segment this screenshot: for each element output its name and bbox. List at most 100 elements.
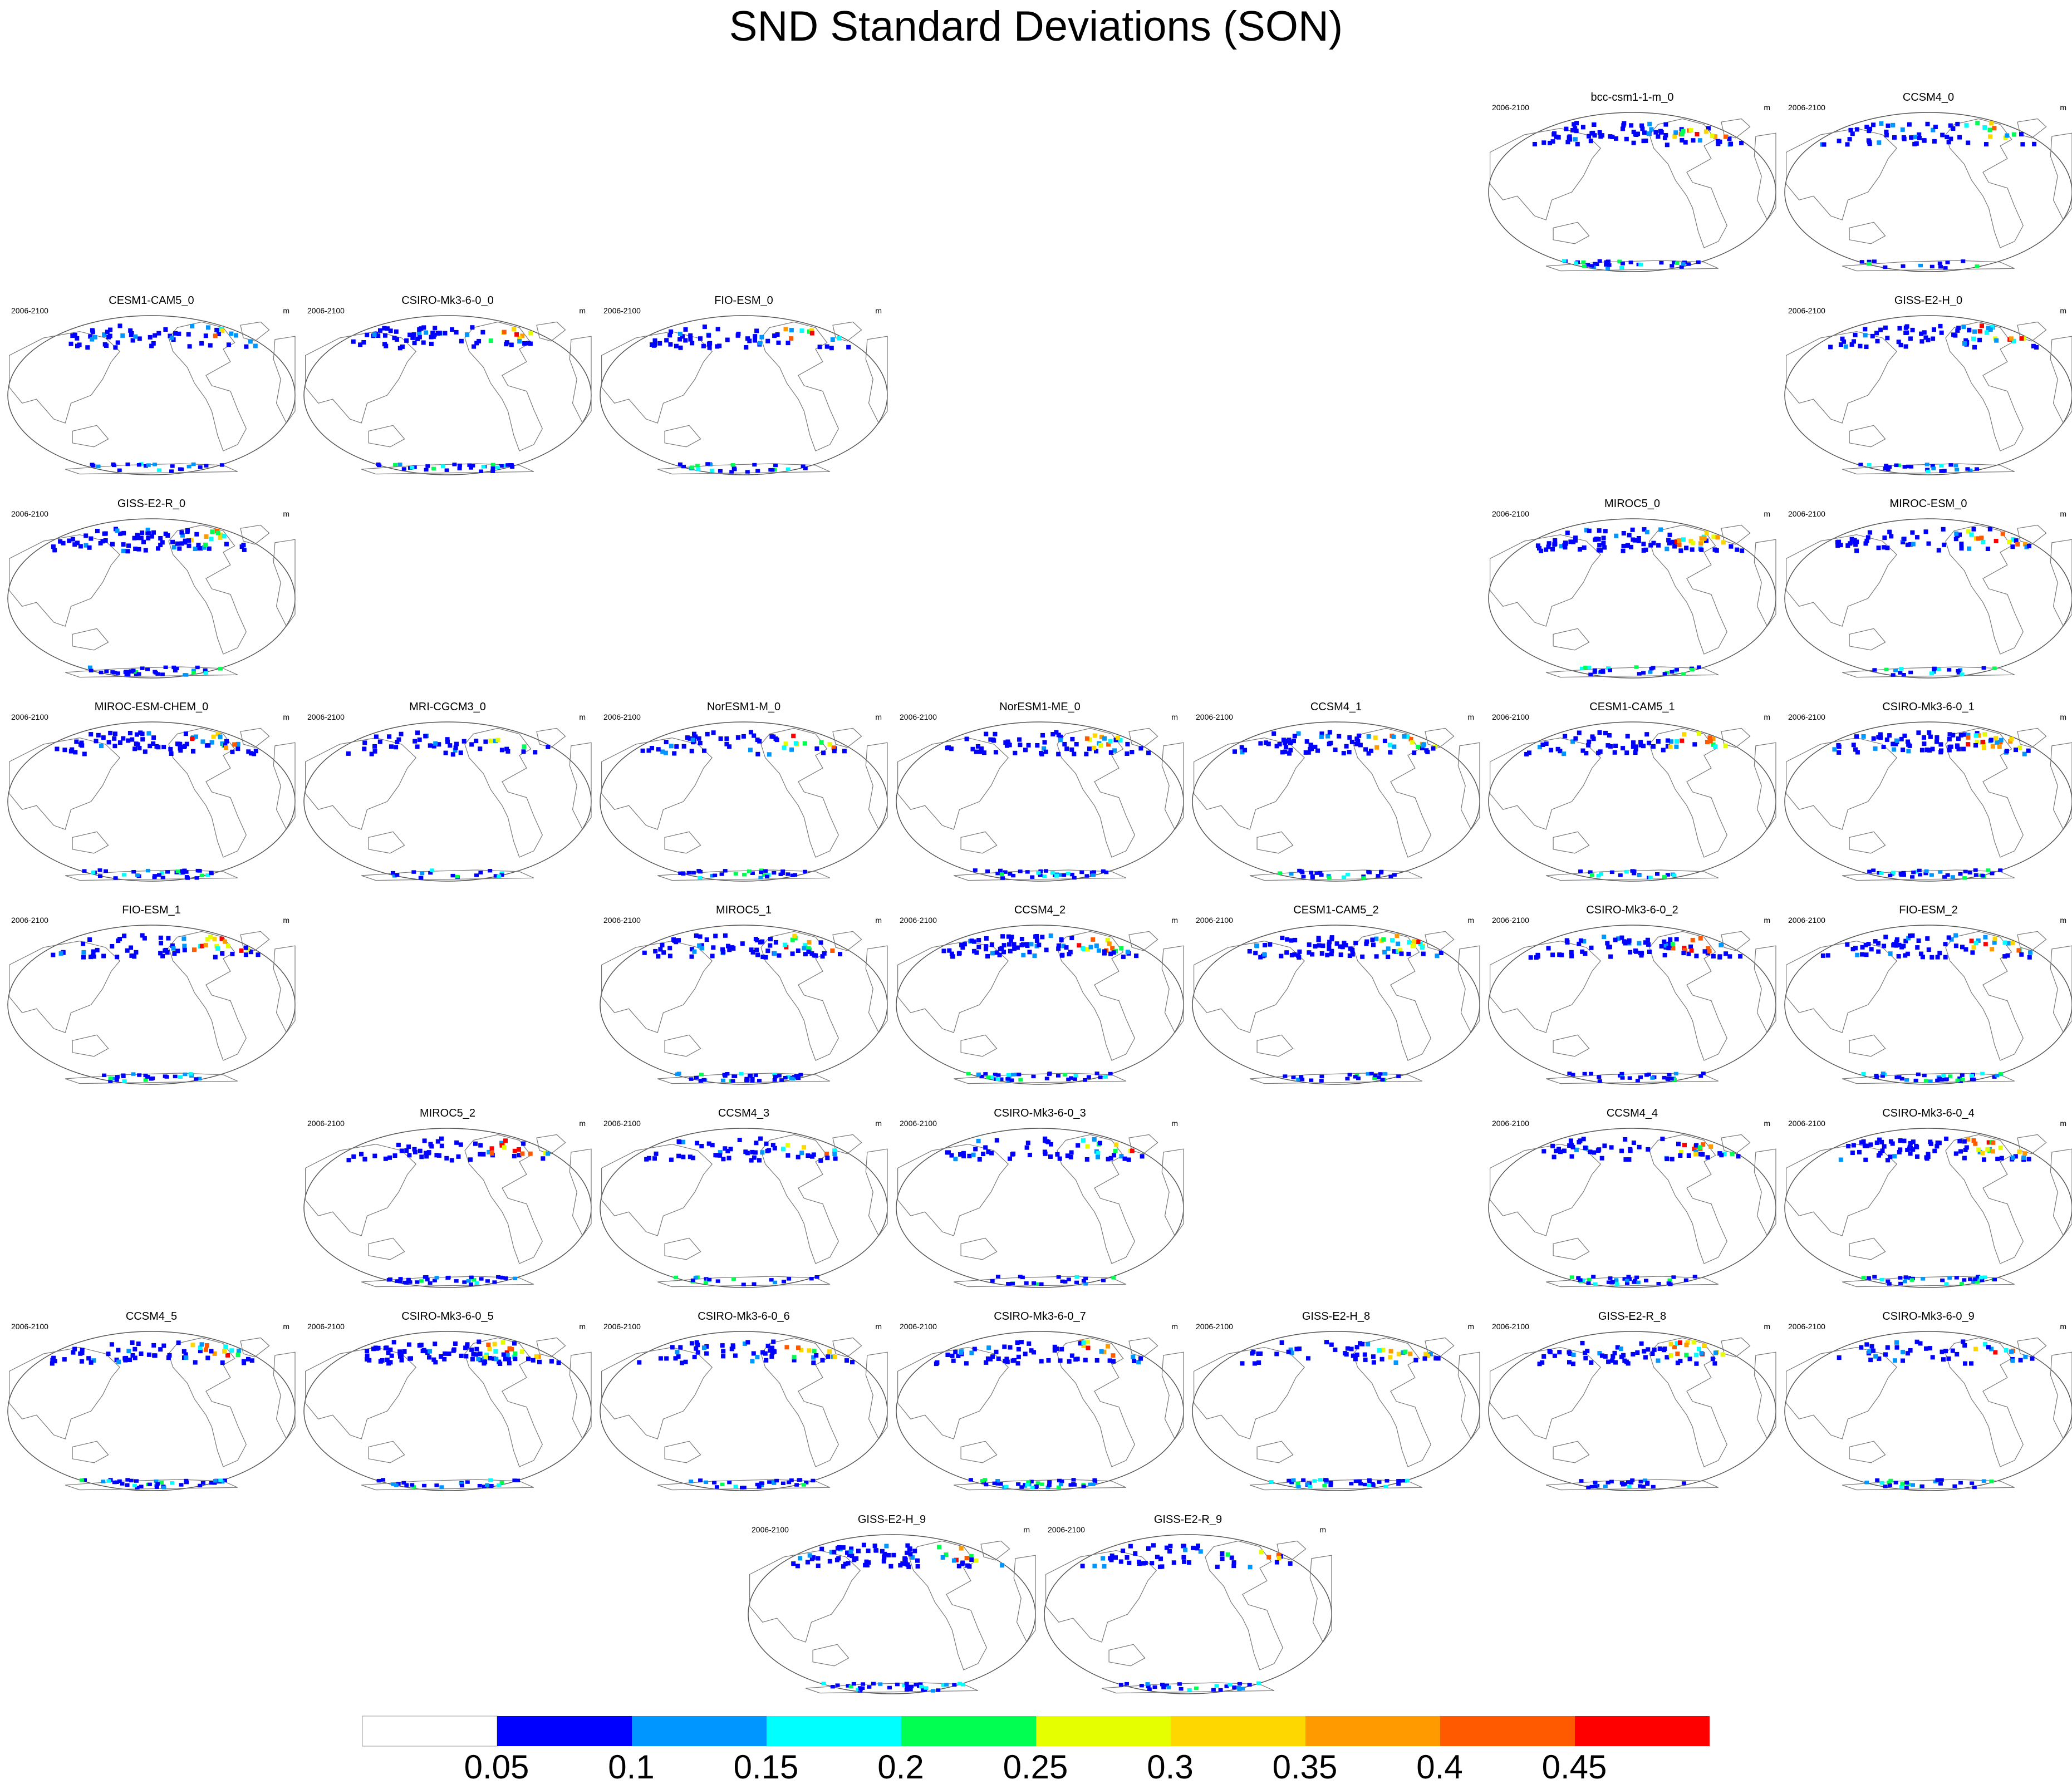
map-panel: MIROC-ESM_0 2006-2100 m — [1784, 495, 2072, 679]
panel-period-label: 2006-2100 — [1788, 509, 1825, 518]
coastline — [897, 1143, 1009, 1236]
snow-cells — [637, 1339, 855, 1490]
panel-period-label: 2006-2100 — [1788, 1322, 1825, 1331]
coastline — [1489, 1346, 1602, 1439]
colorbar-tick: 0.2 — [877, 1748, 924, 1786]
panel-title: GISS-E2-R_0 — [117, 498, 186, 510]
coastline — [1842, 260, 2015, 272]
coastline — [865, 742, 888, 830]
coastline — [865, 1351, 888, 1440]
colorbar-box — [632, 1716, 767, 1746]
coastline — [1785, 737, 1898, 830]
coastline — [368, 831, 405, 854]
map-panel: CSIRO-Mk3-6-0_4 2006-2100 m — [1784, 1105, 2072, 1289]
snow-cells — [365, 1339, 561, 1489]
coastline — [1721, 728, 1751, 748]
coastline — [1489, 737, 1602, 830]
map-panel: FIO-ESM_0 2006-2100 m — [599, 292, 888, 476]
coastline — [1489, 534, 1602, 627]
map-border — [1192, 1331, 1480, 1491]
coastline — [1353, 931, 1431, 1061]
map-border — [1488, 925, 1776, 1085]
snow-cells — [1835, 527, 2031, 677]
coastline — [1754, 132, 1776, 221]
snow-cells — [346, 730, 551, 880]
snow-cells — [1820, 933, 2032, 1083]
colorbar-tick-labels: 0.05 0.1 0.15 0.2 0.25 0.3 0.35 0.4 0.45 — [0, 1748, 2072, 1787]
map-ellipse — [1784, 721, 2072, 882]
panel-period-label: 2006-2100 — [900, 1119, 937, 1128]
coastline — [2017, 728, 2047, 748]
map-border — [896, 1331, 1184, 1491]
coastline — [569, 1351, 592, 1440]
map-border — [896, 721, 1184, 882]
panel-units-label: m — [1764, 509, 1770, 518]
map-panel: CCSM4_3 2006-2100 m — [599, 1105, 888, 1289]
panel-period-label: 2006-2100 — [900, 712, 937, 721]
coastline — [1425, 1337, 1455, 1358]
map-ellipse — [1044, 1534, 1332, 1694]
coastline — [1457, 1351, 1480, 1440]
panel-title: CESM1-CAM5_2 — [1293, 904, 1379, 916]
coastline — [980, 1540, 1010, 1561]
map-ellipse — [1488, 518, 1776, 679]
coastline — [2050, 132, 2072, 221]
colorbar-tick: 0.45 — [1541, 1748, 1607, 1786]
coastline — [72, 425, 109, 448]
coastline — [1849, 425, 1886, 448]
map-ellipse — [1192, 1331, 1480, 1491]
panel-title: bcc-csm1-1-m_0 — [1590, 91, 1674, 104]
map-ellipse — [1192, 925, 1480, 1085]
coastline — [1457, 742, 1480, 830]
map-ellipse — [303, 1128, 592, 1288]
coastline — [664, 1034, 701, 1057]
snow-cells — [55, 730, 258, 880]
coastline — [1489, 127, 1602, 220]
map-ellipse — [1488, 721, 1776, 882]
snow-cells — [51, 527, 247, 677]
coastline — [536, 728, 566, 748]
coastline — [832, 1337, 862, 1358]
snow-cells — [642, 933, 842, 1083]
snow-cells — [650, 325, 851, 474]
coastline — [1128, 1134, 1158, 1154]
colorbar-tick: 0.1 — [608, 1748, 655, 1786]
coastline — [1205, 1540, 1283, 1670]
colorbar-tick: 0.4 — [1416, 1748, 1463, 1786]
panel-title: CCSM4_4 — [1606, 1107, 1658, 1119]
colorbar-tick: 0.15 — [733, 1748, 799, 1786]
panel-units-label: m — [1764, 916, 1770, 925]
coastline — [960, 831, 998, 854]
snow-cells — [1837, 1339, 2035, 1490]
panel-title: CSIRO-Mk3-6-0_7 — [994, 1310, 1086, 1323]
coastline — [8, 940, 121, 1033]
map-panel: CCSM4_4 2006-2100 m — [1487, 1105, 1777, 1289]
coastline — [1649, 1134, 1727, 1264]
map-ellipse — [1488, 925, 1776, 1085]
panel-period-label: 2006-2100 — [1492, 1322, 1529, 1331]
coastline — [1754, 742, 1776, 830]
panel-period-label: 2006-2100 — [11, 712, 48, 721]
coastline — [273, 945, 296, 1034]
coastline — [960, 1237, 998, 1260]
coastline — [65, 869, 238, 881]
coastline — [1849, 1237, 1886, 1260]
coastline — [240, 931, 270, 951]
coastline — [1546, 1479, 1719, 1491]
panel-title: CCSM4_2 — [1014, 904, 1066, 916]
panel-units-label: m — [1171, 916, 1178, 925]
panel-units-label: m — [2060, 509, 2066, 518]
coastline — [1945, 118, 2024, 248]
panel-units-label: m — [1171, 1322, 1178, 1331]
panel-period-label: 2006-2100 — [1492, 1119, 1529, 1128]
panel-title: GISS-E2-H_0 — [1894, 294, 1963, 307]
map-border — [7, 518, 296, 679]
coastline — [1256, 1034, 1294, 1057]
coastline — [1842, 1479, 2015, 1491]
panel-units-label: m — [875, 306, 882, 315]
map-ellipse — [600, 315, 888, 475]
map-panel: CSIRO-Mk3-6-0_3 2006-2100 m — [895, 1105, 1185, 1289]
map-ellipse — [600, 925, 888, 1085]
coastline — [72, 831, 109, 854]
panel-title: FIO-ESM_2 — [1899, 904, 1958, 916]
